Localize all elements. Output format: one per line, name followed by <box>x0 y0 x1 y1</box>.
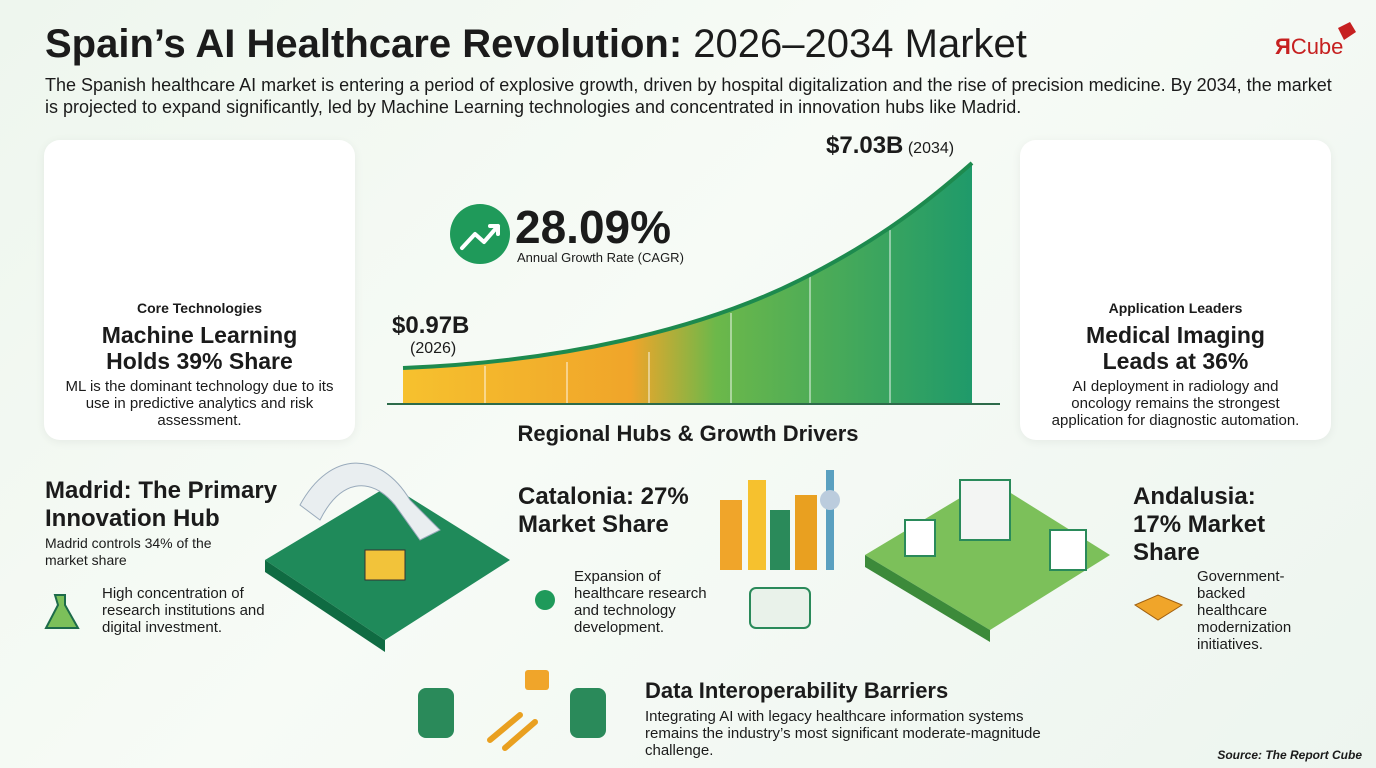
app-card-content: Application Leaders Medical Imaging Lead… <box>1020 300 1331 429</box>
tech-card-content: Core Technologies Machine Learning Holds… <box>44 300 355 429</box>
app-card <box>1020 140 1331 440</box>
tech-card <box>44 140 355 440</box>
building <box>904 519 936 557</box>
logo: ЯCube <box>1275 34 1343 60</box>
card-label: Application Leaders <box>1108 300 1243 316</box>
logo-cube <box>1338 22 1356 40</box>
region-heading: Andalusia: 17% Market Share <box>1133 483 1266 566</box>
logo-mark: Я <box>1275 34 1291 59</box>
cagr-arrow <box>460 224 500 250</box>
cagr-value: 28.09% <box>515 201 672 253</box>
catalonia-skyline <box>535 470 840 629</box>
description: The Spanish healthcare AI market is ente… <box>45 75 1332 117</box>
start-year: (2026) <box>410 340 457 357</box>
growth-area <box>403 163 972 403</box>
cagr-icon <box>450 204 510 264</box>
hospital <box>959 479 1011 541</box>
region-text: Government-backed healthcare modernizati… <box>1197 568 1292 653</box>
region-heading: Catalonia: 27% Market Share <box>518 483 689 538</box>
end-value: $7.03B <box>826 132 904 159</box>
region-text: Expansion of healthcare research and tec… <box>574 568 707 636</box>
barrier-heading: Data Interoperability Barriers <box>645 678 949 703</box>
title: Spain’s AI Healthcare Revolution: 2026–2… <box>45 22 1027 67</box>
flask-icon <box>44 594 80 629</box>
logo-text: Cube <box>1290 34 1344 59</box>
title-bold: Spain’s AI Healthcare Revolution: <box>45 22 683 66</box>
growth-curve <box>402 161 974 370</box>
barrier-icons <box>418 670 606 751</box>
card-heading: Machine Learning Holds 39% Share <box>101 322 298 374</box>
platform-side <box>265 560 385 652</box>
handshake-icon <box>1133 594 1184 621</box>
card-text: ML is the dominant technology due to its… <box>65 378 334 429</box>
source: Source: The Report Cube <box>1217 748 1362 762</box>
card-text: AI deployment in radiology and oncology … <box>1051 378 1300 429</box>
card-label: Core Technologies <box>137 300 262 316</box>
building <box>1049 529 1087 571</box>
cagr-label: Annual Growth Rate (CAGR) <box>517 250 684 265</box>
card-heading: Medical Imaging Leads at 36% <box>1086 322 1265 374</box>
end-year: (2034) <box>907 140 955 157</box>
madrid-building <box>299 462 441 541</box>
start-value: $0.97B <box>392 312 470 339</box>
andalusia-platform <box>865 480 1110 630</box>
platform-side <box>865 555 990 642</box>
region-text: High concentration of research instituti… <box>102 585 265 636</box>
growth-dividers <box>484 230 891 403</box>
barrier-text: Integrating AI with legacy healthcare in… <box>645 708 1041 759</box>
chip <box>364 549 406 581</box>
region-heading: Madrid: The Primary Innovation Hub <box>45 477 278 532</box>
region-subtext: Madrid controls 34% of the market share <box>45 535 212 568</box>
title-rest: 2026–2034 Market <box>693 22 1027 66</box>
regions-heading: Regional Hubs & Growth Drivers <box>517 421 859 446</box>
end-label: $7.03B (2034) <box>826 132 954 160</box>
